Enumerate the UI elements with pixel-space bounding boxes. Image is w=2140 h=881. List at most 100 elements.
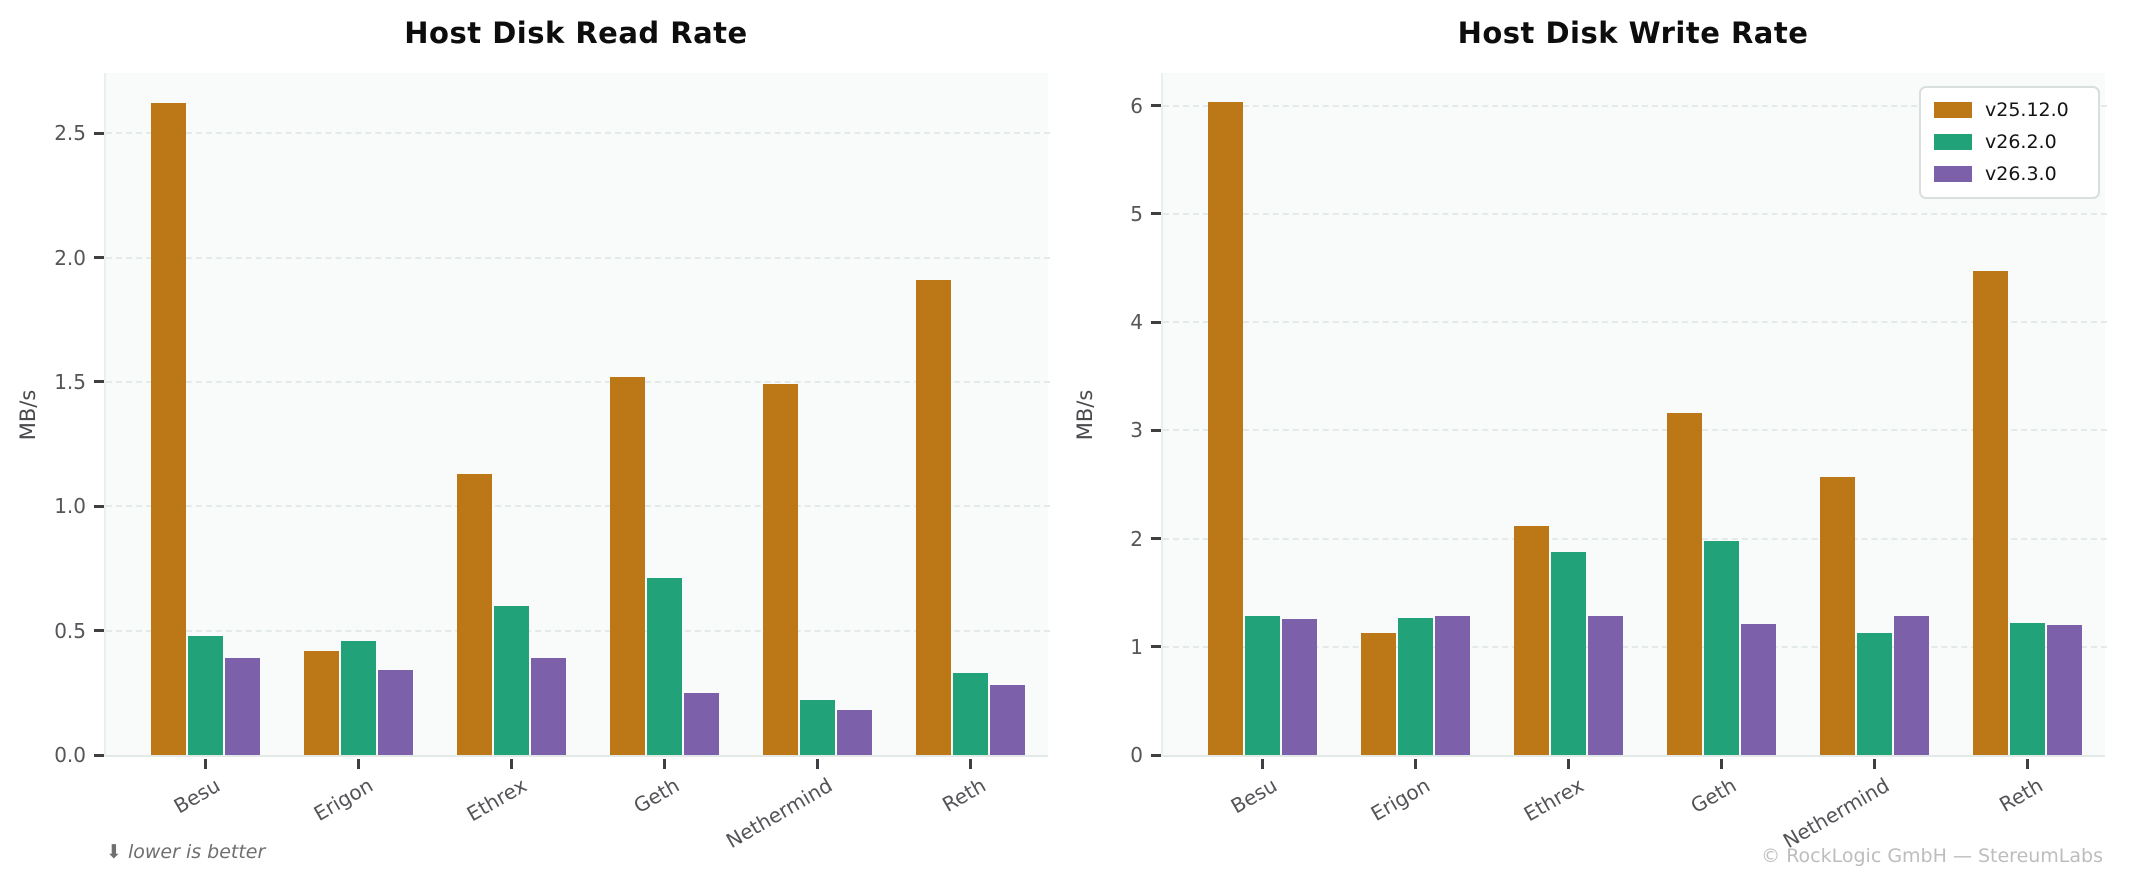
bar-v26.2.0-erigon xyxy=(340,640,377,755)
y-tick-label: 3 xyxy=(1130,418,1143,443)
gridline xyxy=(106,256,1050,259)
y-tick-mark xyxy=(94,131,104,135)
gridline xyxy=(1163,537,2107,540)
x-tick-mark xyxy=(1873,759,1876,769)
bar-v25.12.0-ethrex xyxy=(1513,525,1550,755)
legend-swatch-orange xyxy=(1934,102,1972,118)
bar-v26.2.0-erigon xyxy=(1397,617,1434,755)
x-tick-label-erigon: Erigon xyxy=(310,773,378,826)
gridline xyxy=(1163,104,2107,107)
bar-v25.12.0-geth xyxy=(1666,413,1703,755)
bar-v25.12.0-besu xyxy=(150,103,187,755)
bar-v26.3.0-geth xyxy=(1740,624,1777,755)
y-tick-label: 4 xyxy=(1130,310,1143,335)
bar-v26.3.0-reth xyxy=(2046,625,2083,755)
x-tick-label-geth: Geth xyxy=(1686,773,1741,818)
write-rate-chart: Host Disk Write Rate MB/s 0 1 2 3 4 5 6 Besu Eri… xyxy=(1073,16,2107,867)
bar-v26.3.0-geth xyxy=(683,692,720,755)
gridline xyxy=(1163,429,2107,432)
legend: v25.12.0 v26.2.0 v26.3.0 xyxy=(1919,86,2100,199)
legend-entry-v26-3-0: v26.3.0 xyxy=(1934,163,2086,185)
bar-v26.3.0-reth xyxy=(989,685,1026,755)
y-tick-mark xyxy=(1151,753,1161,757)
x-tick-mark xyxy=(969,759,972,769)
attribution-text: © RockLogic GmbH — StereumLabs xyxy=(1761,845,2103,867)
y-tick-mark xyxy=(1151,212,1161,216)
bar-v26.2.0-geth xyxy=(1703,540,1740,755)
x-tick-mark xyxy=(2026,759,2029,769)
bar-v25.12.0-erigon xyxy=(303,650,340,755)
bar-v26.2.0-nethermind xyxy=(1856,632,1893,755)
y-tick-mark xyxy=(1151,320,1161,324)
y-tick-mark xyxy=(94,380,104,384)
bar-v26.3.0-nethermind xyxy=(836,710,873,755)
bar-v26.2.0-besu xyxy=(1244,616,1281,755)
y-tick-label: 1.5 xyxy=(54,369,86,394)
y-tick-mark xyxy=(1151,428,1161,432)
bar-v25.12.0-nethermind xyxy=(1819,476,1856,755)
x-tick-label-besu: Besu xyxy=(169,773,225,819)
bar-v26.3.0-nethermind xyxy=(1893,616,1930,755)
gridline xyxy=(106,505,1050,508)
gridline xyxy=(1163,212,2107,215)
write-chart-title: Host Disk Write Rate xyxy=(1457,16,1809,50)
bar-v26.3.0-ethrex xyxy=(1587,616,1624,755)
bar-v26.2.0-geth xyxy=(646,578,683,755)
bar-v26.3.0-erigon xyxy=(377,670,414,755)
gridline xyxy=(1163,645,2107,648)
bar-v26.3.0-ethrex xyxy=(530,658,567,755)
bar-v25.12.0-reth xyxy=(915,279,952,755)
bar-v25.12.0-ethrex xyxy=(456,473,493,755)
x-tick-mark xyxy=(357,759,360,769)
bar-v26.2.0-besu xyxy=(187,635,224,755)
bar-v25.12.0-reth xyxy=(1972,271,2009,755)
bar-v26.2.0-nethermind xyxy=(799,700,836,755)
x-tick-label-ethrex: Ethrex xyxy=(462,773,531,827)
x-tick-label-geth: Geth xyxy=(629,773,684,818)
bar-v26.3.0-besu xyxy=(1281,618,1318,755)
y-tick-label: 1 xyxy=(1130,634,1143,659)
read-chart-y-axis-label: MB/s xyxy=(16,389,40,441)
x-tick-label-besu: Besu xyxy=(1226,773,1282,819)
y-tick-mark xyxy=(1151,104,1161,108)
legend-label: v26.2.0 xyxy=(1985,131,2057,153)
y-tick-mark xyxy=(1151,537,1161,541)
gridline xyxy=(106,380,1050,383)
legend-swatch-purple xyxy=(1934,166,1972,182)
gridline xyxy=(106,629,1050,632)
bar-v26.2.0-reth xyxy=(952,672,989,755)
legend-label: v26.3.0 xyxy=(1985,163,2057,185)
bar-v25.12.0-nethermind xyxy=(762,384,799,755)
x-tick-label-erigon: Erigon xyxy=(1367,773,1435,826)
y-tick-label: 2 xyxy=(1130,526,1143,551)
x-tick-mark xyxy=(1414,759,1417,769)
x-tick-mark xyxy=(204,759,207,769)
bar-v25.12.0-erigon xyxy=(1360,632,1397,755)
bar-v26.3.0-besu xyxy=(224,658,261,755)
x-tick-mark xyxy=(1567,759,1570,769)
x-tick-mark xyxy=(816,759,819,769)
x-tick-label-reth: Reth xyxy=(1994,773,2047,817)
x-tick-mark xyxy=(510,759,513,769)
y-tick-label: 2.5 xyxy=(54,121,86,146)
legend-swatch-green xyxy=(1934,134,1972,150)
bar-v26.2.0-ethrex xyxy=(1550,551,1587,755)
y-tick-mark xyxy=(94,504,104,508)
y-tick-label: 0.0 xyxy=(54,743,86,767)
bar-v26.3.0-erigon xyxy=(1434,616,1471,755)
y-tick-label: 0 xyxy=(1130,743,1143,767)
y-tick-label: 1.0 xyxy=(54,494,86,519)
y-tick-label: 5 xyxy=(1130,201,1143,226)
x-tick-mark xyxy=(1720,759,1723,769)
lower-is-better-note: ⬇ lower is better xyxy=(106,841,266,863)
y-tick-mark xyxy=(94,256,104,260)
bar-v26.2.0-ethrex xyxy=(493,605,530,755)
bar-v25.12.0-geth xyxy=(609,376,646,755)
legend-label: v25.12.0 xyxy=(1985,99,2069,121)
legend-entry-v25-12-0: v25.12.0 xyxy=(1934,99,2086,121)
y-tick-label: 2.0 xyxy=(54,245,86,270)
bar-v25.12.0-besu xyxy=(1207,102,1244,755)
x-tick-label-nethermind: Nethermind xyxy=(1778,773,1894,853)
x-tick-label-ethrex: Ethrex xyxy=(1519,773,1588,827)
